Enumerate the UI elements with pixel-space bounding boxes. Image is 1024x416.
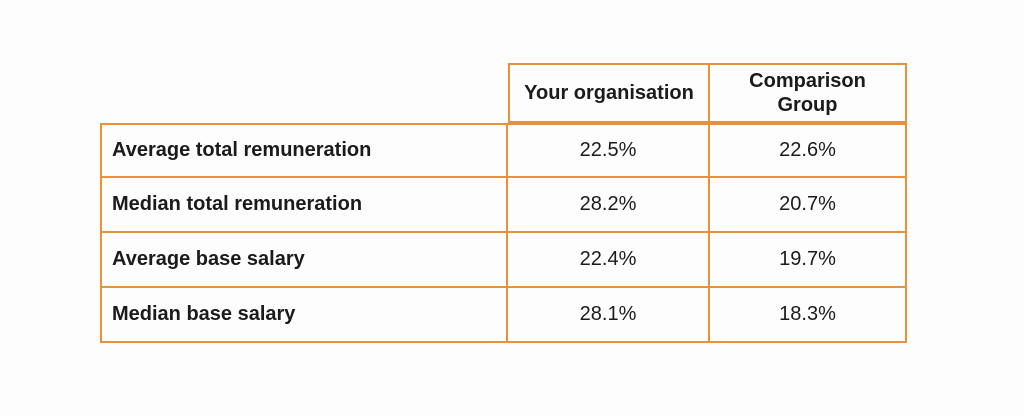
value-your-org-median-base-salary: 28.1% <box>508 288 710 343</box>
value-comparison-average-base-salary: 19.7% <box>710 233 907 288</box>
value-your-org-average-base-salary: 22.4% <box>508 233 710 288</box>
remuneration-comparison-table: Your organisation Comparison Group Avera… <box>100 63 907 343</box>
column-header-your-organisation: Your organisation <box>508 63 710 123</box>
row-label-median-base-salary: Median base salary <box>100 288 508 343</box>
value-comparison-average-total-remuneration: 22.6% <box>710 123 907 178</box>
value-comparison-median-base-salary: 18.3% <box>710 288 907 343</box>
value-your-org-median-total-remuneration: 28.2% <box>508 178 710 233</box>
row-label-average-total-remuneration: Average total remuneration <box>100 123 508 178</box>
row-label-average-base-salary: Average base salary <box>100 233 508 288</box>
row-label-median-total-remuneration: Median total remuneration <box>100 178 508 233</box>
header-empty-spacer <box>100 63 508 123</box>
value-comparison-median-total-remuneration: 20.7% <box>710 178 907 233</box>
value-your-org-average-total-remuneration: 22.5% <box>508 123 710 178</box>
column-header-comparison-group: Comparison Group <box>710 63 907 123</box>
